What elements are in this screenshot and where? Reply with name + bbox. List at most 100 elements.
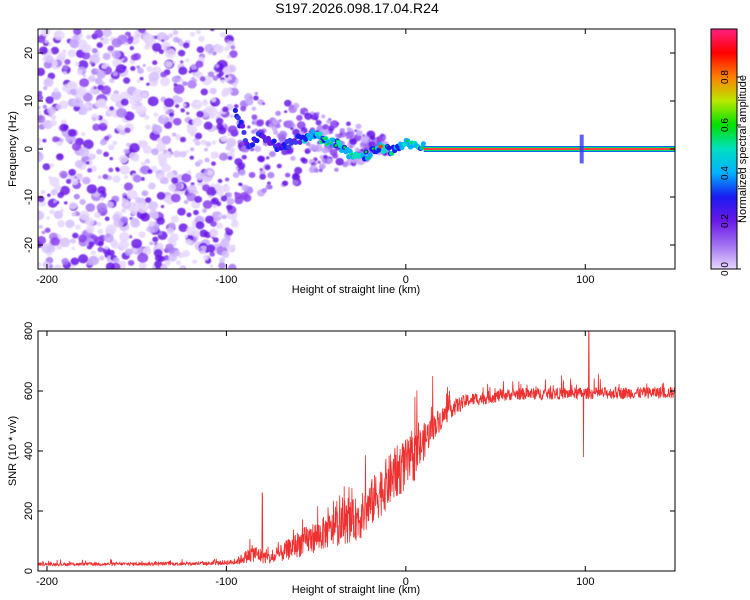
noise-blob: [175, 134, 182, 140]
ridge-point: [232, 107, 238, 114]
noise-blob: [227, 132, 231, 137]
noise-blob: [229, 114, 234, 119]
noise-blob: [129, 46, 135, 51]
y-tick-label: 0: [23, 146, 35, 152]
transition-blob: [278, 119, 282, 123]
transition-blob: [251, 114, 258, 120]
transition-blob: [232, 171, 240, 178]
ridge-point: [254, 137, 260, 144]
noise-blob: [156, 191, 166, 200]
noise-blob: [161, 39, 165, 43]
ridge-point: [235, 115, 241, 121]
noise-blob: [60, 119, 67, 126]
noise-blob: [225, 145, 232, 151]
ridge-core: [324, 137, 328, 140]
noise-blob: [212, 204, 218, 209]
noise-blob: [217, 178, 223, 184]
transition-blob: [267, 171, 275, 179]
noise-blob: [110, 92, 121, 103]
noise-blob: [129, 142, 140, 153]
colorbar-tick-label: 0.2: [720, 214, 731, 228]
noise-blob: [105, 262, 115, 269]
noise-blob: [144, 158, 151, 164]
noise-blob: [138, 231, 146, 239]
ridge-core: [390, 152, 394, 155]
noise-blob: [59, 138, 64, 143]
noise-blob: [79, 198, 86, 205]
noise-blob: [141, 91, 148, 98]
transition-blob: [251, 129, 256, 134]
noise-blob: [166, 200, 172, 205]
noise-blob: [202, 100, 209, 106]
ridge-point: [285, 144, 292, 150]
noise-blob: [112, 175, 121, 183]
ridge-point: [330, 137, 336, 143]
noise-blob: [56, 244, 63, 250]
noise-blob: [124, 127, 131, 134]
transition-blob: [247, 125, 251, 129]
noise-blob: [83, 103, 90, 109]
ridge-point: [376, 147, 382, 153]
noise-blob: [40, 29, 51, 37]
noise-blob: [109, 156, 114, 161]
noise-blob: [164, 151, 173, 159]
noise-blob: [49, 209, 55, 215]
noise-blob: [38, 35, 46, 44]
noise-blob: [147, 182, 156, 190]
noise-blob: [106, 201, 114, 208]
noise-blob: [160, 204, 165, 209]
noise-blob: [183, 199, 189, 205]
transition-blob: [346, 121, 351, 126]
noise-blob: [186, 170, 192, 175]
noise-blob: [115, 167, 121, 172]
noise-blob: [65, 219, 75, 229]
noise-blob: [38, 67, 46, 77]
noise-blob: [82, 139, 94, 150]
transition-blob: [284, 110, 288, 114]
transition-blob: [296, 114, 303, 121]
noise-blob: [214, 184, 222, 192]
noise-blob: [218, 71, 225, 77]
noise-blob: [53, 87, 59, 93]
noise-blob: [226, 88, 233, 94]
noise-blob: [129, 152, 139, 161]
noise-blob: [112, 140, 118, 146]
noise-blob: [55, 153, 64, 161]
noise-blob: [174, 104, 180, 108]
noise-blob: [195, 60, 204, 68]
colorbar-tick-label: 0.8: [720, 70, 731, 84]
noise-blob: [65, 178, 72, 184]
noise-blob: [142, 63, 146, 68]
noise-blob: [169, 233, 179, 242]
noise-blob: [42, 138, 47, 143]
snr-x-axis-label: Height of straight line (km): [292, 584, 420, 596]
noise-blob: [42, 261, 51, 268]
noise-blob: [96, 148, 103, 155]
x-tick-label: -100: [215, 576, 237, 588]
noise-blob: [202, 200, 213, 209]
transition-blob: [271, 126, 278, 132]
noise-blob: [43, 86, 48, 91]
snr-y-axis-label: SNR (10 * v/v): [7, 416, 19, 486]
noise-blob: [99, 37, 104, 41]
noise-blob: [185, 58, 190, 63]
colorbar-ticks: 0.0 0.2 0.4 0.6 0.8: [720, 70, 741, 276]
noise-blob: [228, 263, 237, 269]
noise-blob: [190, 131, 196, 137]
transition-blob: [335, 133, 340, 138]
noise-blob: [224, 227, 231, 233]
transition-blob: [234, 191, 238, 196]
ridge-core: [406, 139, 409, 143]
noise-blob: [142, 145, 153, 154]
noise-blob: [52, 136, 59, 143]
noise-blob: [121, 198, 126, 202]
noise-blob: [156, 137, 164, 144]
noise-blob: [38, 262, 42, 268]
noise-blob: [38, 224, 43, 229]
noise-blob: [89, 61, 94, 65]
noise-blob: [152, 60, 158, 66]
transition-blob: [316, 111, 320, 115]
noise-blob: [178, 223, 188, 232]
noise-blob: [97, 175, 102, 179]
transition-blob: [366, 130, 376, 139]
